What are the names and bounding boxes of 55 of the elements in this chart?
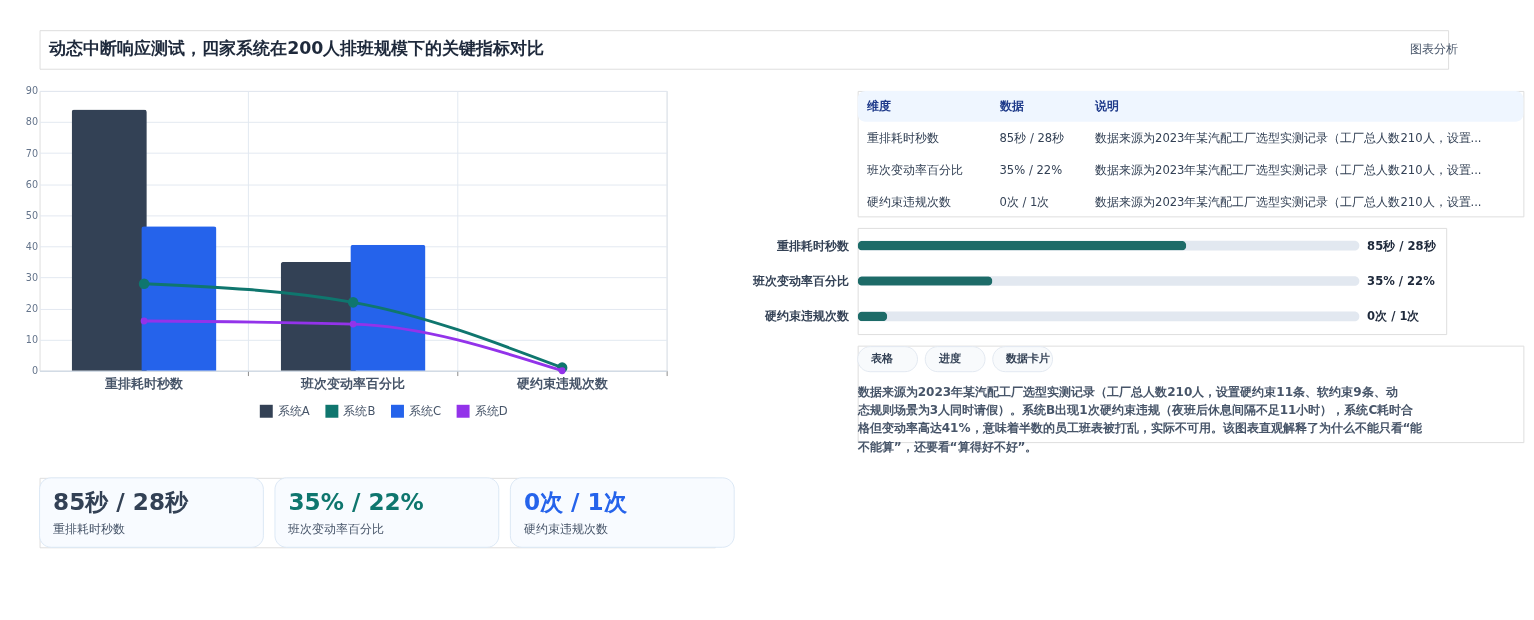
- text: 85秒 / 28秒: [1367, 238, 1437, 253]
- point: [138, 278, 150, 289]
- text: 表格: [870, 352, 895, 366]
- text: 说明: [1094, 99, 1120, 114]
- point: [140, 317, 148, 325]
- text: 班次变动率百分比: [288, 521, 385, 536]
- legend-label: 系统C: [409, 404, 442, 419]
- legend-label: 系统D: [474, 404, 508, 419]
- point: [558, 367, 566, 375]
- text: 数据来源为2023年某汽配工厂选型实测记录（工厂总人数210人，设置硬约束11条、软约束9条、动态规则场景为3人同时请假）。系统B出现1次硬约束违规（夜班后休息间隔不足11小时），系统C耗时合格但变动率高达41%，意味着半数的员工班表被打乱，实际不可用。该图表直观解释了为什么不能只看“能不能算”，还要看“算得好不好”。: [856, 384, 1424, 454]
- text: 动态中断响应测试，四家系统在200人排班规模下的关键指标对比: [48, 38, 545, 59]
- text: 硬约束违规次数: [523, 521, 608, 536]
- y-tick-label: 10: [25, 334, 39, 346]
- y-tick-label: 40: [25, 240, 39, 252]
- text: 85秒 / 28秒: [999, 131, 1065, 146]
- point: [347, 297, 359, 308]
- text: 数据: [998, 99, 1024, 114]
- text: 数据卡片: [1005, 352, 1051, 366]
- y-tick-label: 20: [25, 302, 39, 314]
- y-tick-label: 50: [25, 209, 39, 221]
- text: 数据来源为2023年某汽配工厂选型实测记录（工厂总人数210人，设置...: [1095, 131, 1482, 146]
- text: 0次 / 1次: [999, 194, 1050, 209]
- y-tick-label: 60: [25, 178, 39, 190]
- text: 进度: [937, 352, 961, 366]
- y-tick-label: 硬约束违规次数: [763, 309, 850, 324]
- bar: [71, 109, 147, 371]
- text: 班次变动率百分比: [867, 162, 964, 177]
- text: 重排耗时秒数: [53, 521, 126, 536]
- y-tick-label: 0: [31, 365, 39, 377]
- x-tick-label: 班次变动率百分比: [300, 375, 406, 391]
- y-tick-label: 80: [25, 116, 39, 128]
- y-tick-label: 90: [25, 85, 39, 97]
- text: 重排耗时秒数: [867, 131, 940, 146]
- y-tick-label: 30: [25, 271, 39, 283]
- bar: [350, 244, 426, 371]
- text: 硬约束违规次数: [867, 194, 952, 209]
- legend-label: 系统B: [343, 404, 376, 419]
- y-tick-label: 70: [25, 147, 39, 159]
- x-tick-label: 重排耗时秒数: [104, 375, 185, 391]
- bar: [141, 226, 217, 371]
- text: 0次 / 1次: [1367, 309, 1421, 324]
- text: 图表分析: [1409, 42, 1458, 57]
- legend-label: 系统A: [277, 404, 310, 419]
- text: 维度: [866, 99, 892, 114]
- x-tick-label: 硬约束违规次数: [515, 375, 609, 391]
- y-tick-label: 重排耗时秒数: [775, 238, 850, 253]
- text: 数据来源为2023年某汽配工厂选型实测记录（工厂总人数210人，设置...: [1095, 194, 1482, 209]
- text: 35% / 22%: [999, 162, 1063, 177]
- text: 35% / 22%: [288, 488, 424, 515]
- text: 0次 / 1次: [523, 488, 628, 515]
- text: 35% / 22%: [1367, 273, 1436, 288]
- text: 85秒 / 28秒: [53, 488, 190, 515]
- text: 数据来源为2023年某汽配工厂选型实测记录（工厂总人数210人，设置...: [1095, 162, 1482, 177]
- y-tick-label: 班次变动率百分比: [751, 273, 849, 288]
- point: [349, 320, 357, 328]
